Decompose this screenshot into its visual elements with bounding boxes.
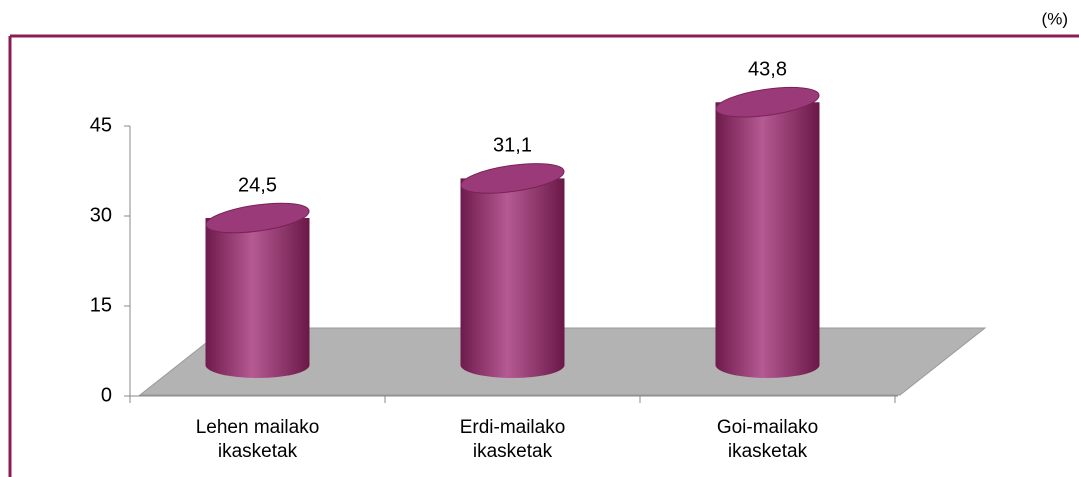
cylinder-body (460, 178, 565, 378)
y-tick-label: 30 (90, 204, 112, 226)
y-tick-label: 15 (90, 294, 112, 316)
cylinder-top (715, 86, 820, 118)
value-label: 31,1 (493, 135, 532, 157)
cylinder-body (205, 218, 310, 378)
value-label: 43,8 (748, 58, 787, 80)
cylinder (460, 163, 565, 378)
cylinder-body (715, 102, 820, 378)
value-label: 24,5 (238, 174, 277, 196)
x-tick-label: Lehen mailako ikasketak (195, 417, 320, 462)
unit-label: (%) (1042, 9, 1068, 28)
y-tick-label: 0 (101, 384, 112, 406)
y-tick-label: 45 (90, 114, 112, 136)
cylinder-top (205, 202, 310, 234)
cylinder-top (460, 163, 565, 194)
cylinder (205, 202, 310, 378)
x-tick-label: Erdi-mailako ikasketak (459, 417, 566, 462)
x-tick-label: Goi-mailako ikasketak (716, 417, 819, 462)
cylinder (715, 86, 820, 378)
